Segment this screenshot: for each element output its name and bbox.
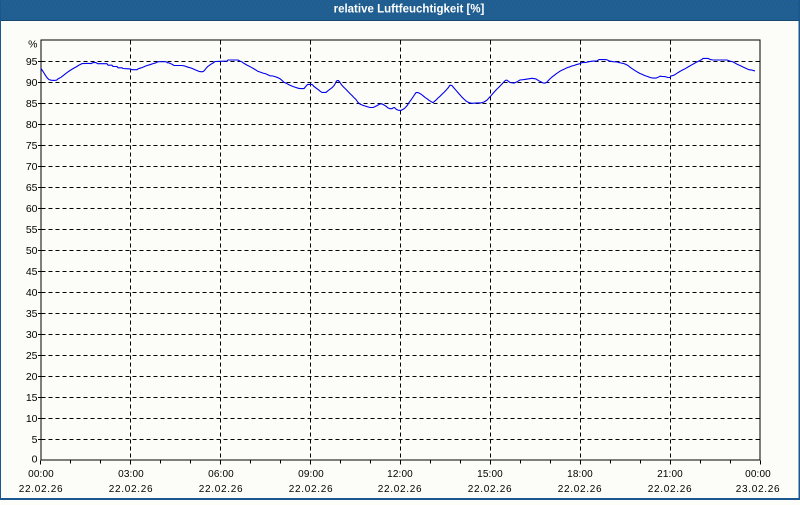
svg-text:0: 0 — [32, 454, 38, 466]
svg-text:95: 95 — [26, 56, 38, 68]
svg-text:70: 70 — [26, 161, 38, 173]
svg-text:55: 55 — [26, 224, 38, 236]
svg-text:22.02.26: 22.02.26 — [648, 484, 693, 495]
svg-text:12:00: 12:00 — [387, 469, 413, 480]
svg-text:22.02.26: 22.02.26 — [289, 484, 334, 495]
svg-text:50: 50 — [26, 245, 38, 257]
svg-text:5: 5 — [32, 434, 38, 446]
svg-text:21:00: 21:00 — [657, 469, 683, 480]
svg-text:06:00: 06:00 — [208, 469, 234, 480]
svg-text:25: 25 — [26, 350, 38, 362]
svg-text:03:00: 03:00 — [118, 469, 144, 480]
svg-text:35: 35 — [26, 308, 38, 320]
svg-text:23.02.26: 23.02.26 — [736, 484, 781, 495]
svg-text:22.02.26: 22.02.26 — [558, 484, 603, 495]
svg-text:20: 20 — [26, 371, 38, 383]
svg-text:40: 40 — [26, 287, 38, 299]
svg-text:%: % — [28, 39, 37, 51]
svg-text:22.02.26: 22.02.26 — [199, 484, 244, 495]
svg-text:80: 80 — [26, 119, 38, 131]
svg-text:22.02.26: 22.02.26 — [468, 484, 513, 495]
svg-text:30: 30 — [26, 329, 38, 341]
svg-text:22.02.26: 22.02.26 — [19, 484, 64, 495]
svg-text:90: 90 — [26, 77, 38, 89]
svg-text:65: 65 — [26, 182, 38, 194]
svg-text:15:00: 15:00 — [477, 469, 503, 480]
svg-text:75: 75 — [26, 140, 38, 152]
svg-text:00:00: 00:00 — [745, 469, 771, 480]
svg-text:60: 60 — [26, 203, 38, 215]
svg-text:22.02.26: 22.02.26 — [378, 484, 423, 495]
svg-text:45: 45 — [26, 266, 38, 278]
svg-text:18:00: 18:00 — [567, 469, 593, 480]
svg-text:22.02.26: 22.02.26 — [109, 484, 154, 495]
svg-text:00:00: 00:00 — [28, 469, 54, 480]
svg-text:10: 10 — [26, 413, 38, 425]
svg-text:85: 85 — [26, 98, 38, 110]
svg-text:15: 15 — [26, 392, 38, 404]
svg-text:09:00: 09:00 — [298, 469, 324, 480]
svg-text:relative Luftfeuchtigkeit [%]: relative Luftfeuchtigkeit [%] — [334, 4, 485, 16]
